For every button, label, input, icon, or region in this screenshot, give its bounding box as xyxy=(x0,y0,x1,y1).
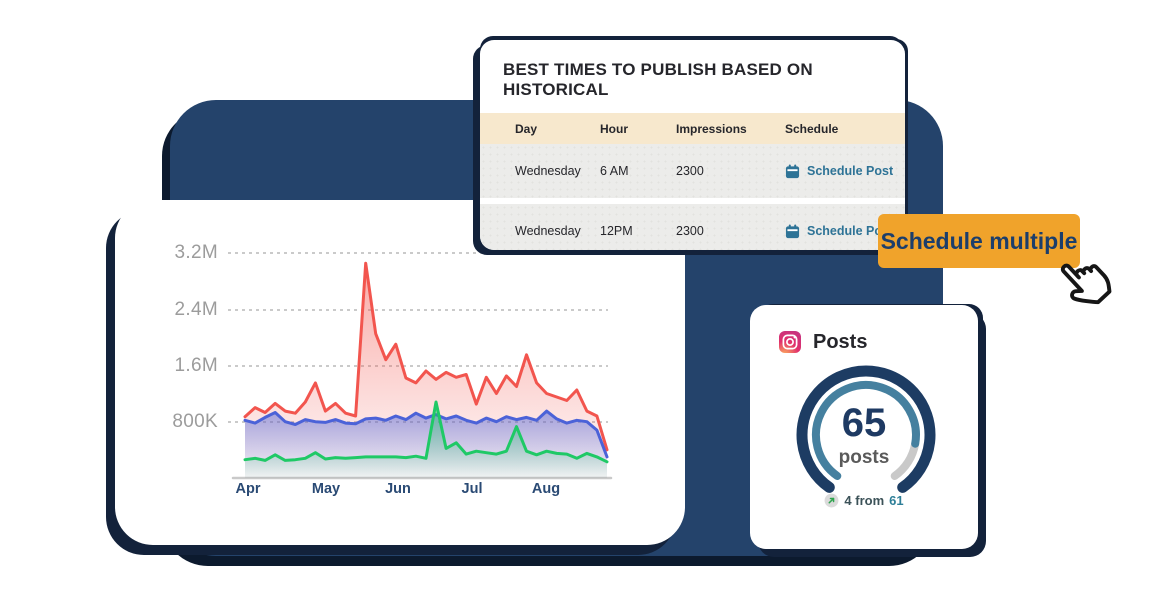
column-header-hour: Hour xyxy=(600,121,628,136)
gauge-change-stat: 4 from 61 xyxy=(750,493,978,508)
table-header-row: Day Hour Impressions Schedule xyxy=(480,113,905,144)
calendar-icon xyxy=(785,163,800,178)
column-header-day: Day xyxy=(515,121,538,136)
gauge-value: 65 xyxy=(841,401,887,445)
schedule-post-link[interactable]: Schedule Post xyxy=(785,223,905,239)
table-title: BEST TIMES TO PUBLISH BASED ON HISTORICA… xyxy=(503,60,813,99)
stat-delta-text: 4 from xyxy=(844,493,885,508)
chart-series-layer xyxy=(243,261,609,478)
x-tick-label: May xyxy=(311,481,341,497)
row-divider xyxy=(480,198,905,204)
x-tick-label: Jun xyxy=(385,481,411,497)
y-tick-label: 2.4M xyxy=(174,299,218,320)
trend-up-icon xyxy=(824,493,839,508)
posts-card-title: Posts xyxy=(813,330,868,353)
calendar-icon xyxy=(785,223,800,238)
cursor-hand-icon xyxy=(1060,263,1112,305)
schedule-multiple-button[interactable]: Schedule multiple xyxy=(878,214,1080,268)
y-tick-label: 3.2M xyxy=(174,242,218,263)
column-header-impressions: Impressions xyxy=(676,121,747,136)
cell-hour: 6 AM xyxy=(600,164,629,178)
stat-previous-value: 61 xyxy=(889,493,904,508)
posts-card-header: Posts xyxy=(778,330,867,354)
red-series-line xyxy=(243,261,609,452)
gauge-unit-label: posts xyxy=(838,447,890,468)
y-tick-label: 1.6M xyxy=(174,355,218,376)
cell-hour: 12PM xyxy=(600,224,633,238)
posts-gauge xyxy=(796,365,936,493)
analytics-chart-card: 3.2M 2.4M 1.6M 800K Apr May Jun Jul Aug xyxy=(115,200,685,545)
instagram-icon xyxy=(779,331,801,353)
schedule-post-link[interactable]: Schedule Post xyxy=(785,163,905,179)
posts-gauge-card: Posts 65 posts 4 from 61 xyxy=(750,305,978,549)
gauge-progress-arc xyxy=(811,381,920,480)
blue-series-line xyxy=(243,409,609,459)
green-series-line xyxy=(243,400,609,464)
area-chart xyxy=(228,252,613,480)
table-row: Wednesday 6 AM 2300 Schedule Post xyxy=(480,144,905,198)
x-tick-label: Apr xyxy=(235,481,261,497)
cell-day: Wednesday xyxy=(515,164,581,178)
cell-impressions: 2300 xyxy=(676,224,704,238)
cell-day: Wednesday xyxy=(515,224,581,238)
best-times-table-card: BEST TIMES TO PUBLISH BASED ON HISTORICA… xyxy=(480,40,905,250)
x-tick-label: Jul xyxy=(461,481,483,497)
cell-impressions: 2300 xyxy=(676,164,704,178)
gauge-outer-arc xyxy=(796,365,936,493)
x-tick-label: Aug xyxy=(531,481,561,497)
y-tick-label: 800K xyxy=(172,411,218,432)
table-row: Wednesday 12PM 2300 Schedule Post xyxy=(480,204,905,250)
column-header-schedule: Schedule xyxy=(785,121,839,136)
